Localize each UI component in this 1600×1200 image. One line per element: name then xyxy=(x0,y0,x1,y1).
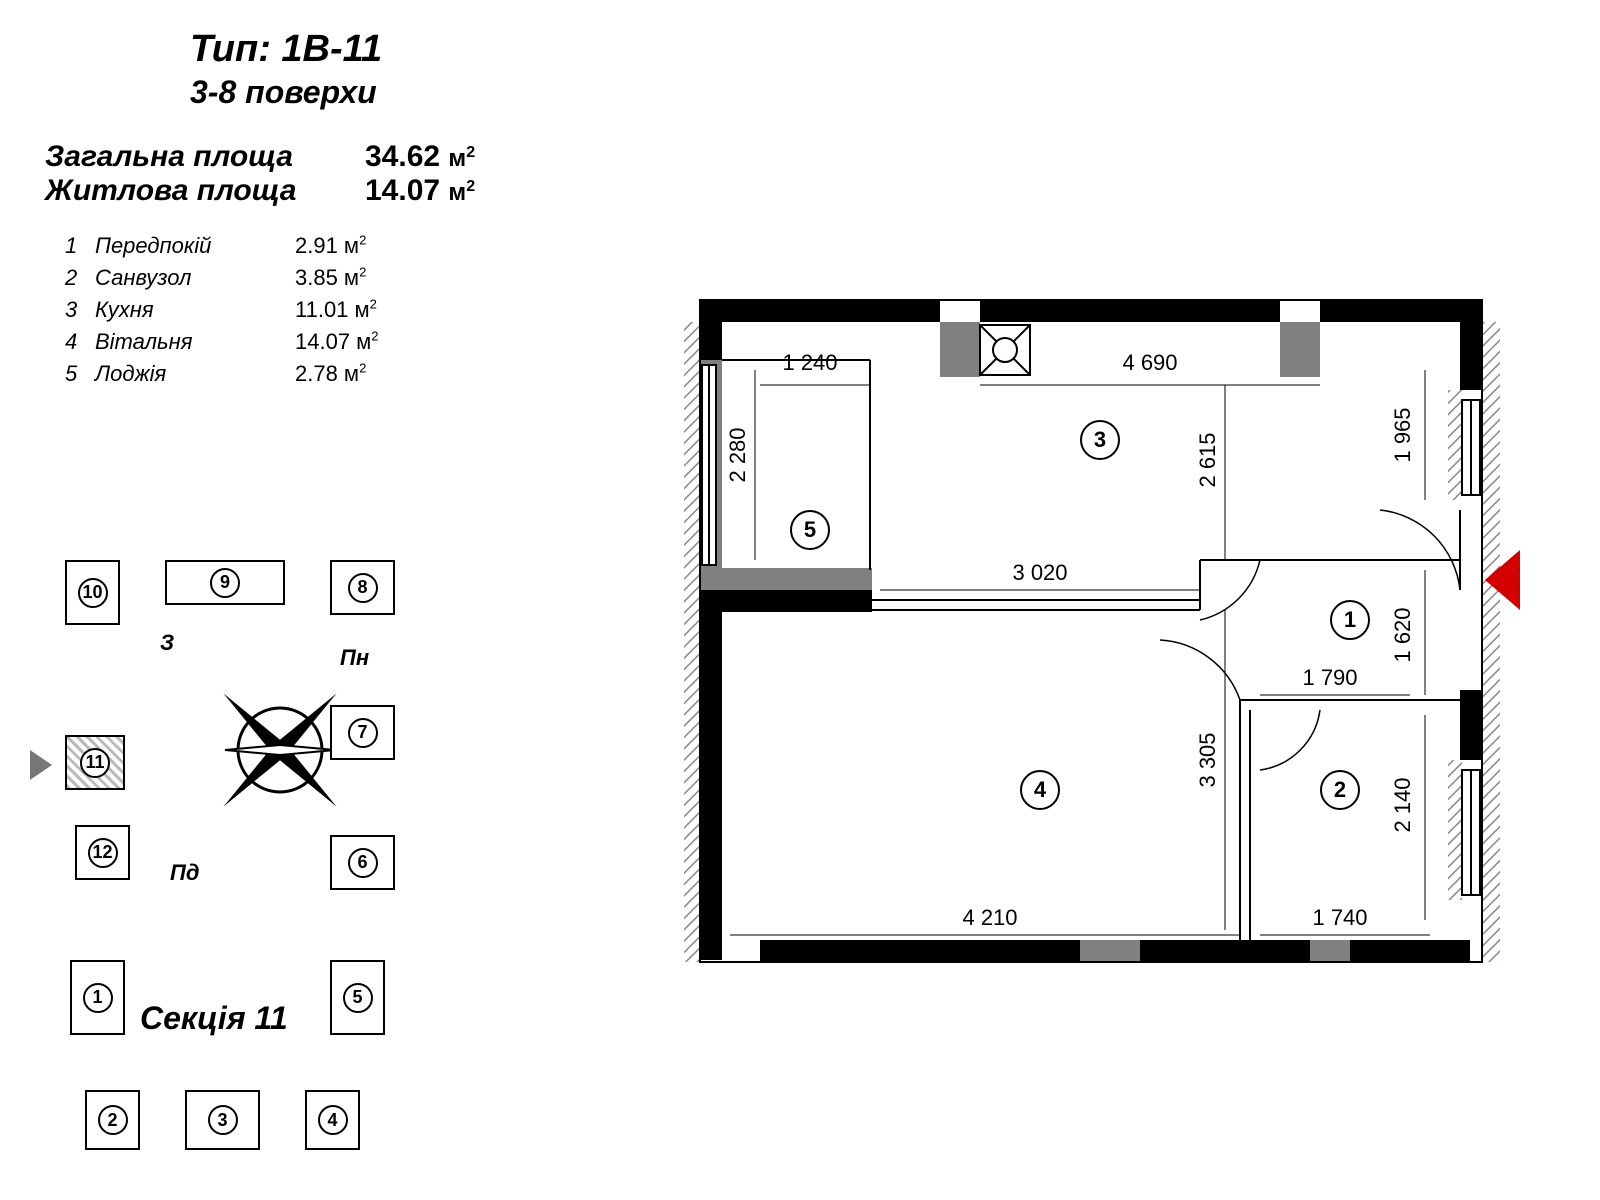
total-area-label: Загальна площа xyxy=(45,140,365,174)
room-index: 4 xyxy=(65,326,95,358)
section-unit-number: 10 xyxy=(78,578,108,608)
selected-unit-arrow-icon xyxy=(30,750,52,780)
room-marker: 3 xyxy=(1080,420,1120,460)
section-unit: 1 xyxy=(70,960,125,1035)
dimension-label: 4 210 xyxy=(962,905,1017,930)
dimension-label: 4 690 xyxy=(1122,350,1177,375)
compass-n: Пн xyxy=(340,645,369,671)
section-unit: 3 xyxy=(185,1090,260,1150)
room-row: 5Лоджія2.78 м2 xyxy=(65,358,395,390)
section-unit: 2 xyxy=(85,1090,140,1150)
type-title: Тип: 1В-11 xyxy=(190,28,382,71)
room-name: Вітальня xyxy=(95,326,295,358)
room-index: 2 xyxy=(65,262,95,294)
section-unit: 6 xyxy=(330,835,395,890)
room-index: 3 xyxy=(65,294,95,326)
section-unit: 4 xyxy=(305,1090,360,1150)
dimension-label: 3 020 xyxy=(1012,560,1067,585)
section-unit-number: 1 xyxy=(83,983,113,1013)
section-unit-number: 4 xyxy=(318,1105,348,1135)
dimension-label: 1 620 xyxy=(1390,607,1415,662)
room-area: 14.07 м2 xyxy=(295,326,395,358)
dimension-label: 1 965 xyxy=(1390,407,1415,462)
living-area-value: 14.07 xyxy=(365,174,440,207)
room-area: 3.85 м2 xyxy=(295,262,395,294)
section-unit-number: 6 xyxy=(348,848,378,878)
room-row: 3Кухня11.01 м2 xyxy=(65,294,395,326)
room-area: 2.78 м2 xyxy=(295,358,395,390)
section-unit: 11 xyxy=(65,735,125,790)
living-area-label: Житлова площа xyxy=(45,174,365,208)
section-unit-number: 9 xyxy=(210,568,240,598)
section-unit: 12 xyxy=(75,825,130,880)
room-row: 2Санвузол3.85 м2 xyxy=(65,262,395,294)
section-unit-number: 11 xyxy=(80,748,110,778)
area-summary: Загальна площа 34.62 м2 Житлова площа 14… xyxy=(45,140,545,208)
room-marker: 4 xyxy=(1020,770,1060,810)
section-unit-number: 7 xyxy=(348,718,378,748)
room-name: Передпокій xyxy=(95,230,295,262)
room-index: 5 xyxy=(65,358,95,390)
room-name: Кухня xyxy=(95,294,295,326)
floors-subtitle: 3-8 поверхи xyxy=(190,74,377,111)
room-name: Лоджія xyxy=(95,358,295,390)
page: Тип: 1В-11 3-8 поверхи Загальна площа 34… xyxy=(0,0,1600,1200)
section-unit-number: 12 xyxy=(88,838,118,868)
dimension-label: 2 140 xyxy=(1390,777,1415,832)
room-area: 11.01 м2 xyxy=(295,294,395,326)
section-unit: 7 xyxy=(330,705,395,760)
section-unit-number: 2 xyxy=(98,1105,128,1135)
dimension-label: 1 240 xyxy=(782,350,837,375)
section-map: З Пн Пд С 109811712615234 xyxy=(30,560,500,1160)
compass-s: Пд xyxy=(170,860,199,886)
section-unit-number: 8 xyxy=(348,573,378,603)
dimension-label: 1 790 xyxy=(1302,665,1357,690)
section-unit: 8 xyxy=(330,560,395,615)
section-title: Секція 11 xyxy=(140,1000,288,1037)
compass-w: З xyxy=(160,630,174,656)
room-marker: 5 xyxy=(790,510,830,550)
section-unit-number: 5 xyxy=(343,983,373,1013)
section-unit: 9 xyxy=(165,560,285,605)
room-marker: 1 xyxy=(1330,600,1370,640)
room-marker: 2 xyxy=(1320,770,1360,810)
total-area-value: 34.62 xyxy=(365,140,440,173)
room-area: 2.91 м2 xyxy=(295,230,395,262)
room-index: 1 xyxy=(65,230,95,262)
room-name: Санвузол xyxy=(95,262,295,294)
dimension-label: 3 305 xyxy=(1195,732,1220,787)
section-unit: 10 xyxy=(65,560,120,625)
room-row: 1Передпокій2.91 м2 xyxy=(65,230,395,262)
dimension-label: 1 740 xyxy=(1312,905,1367,930)
room-list: 1Передпокій2.91 м22Санвузол3.85 м23Кухня… xyxy=(65,230,395,389)
room-row: 4Вітальня14.07 м2 xyxy=(65,326,395,358)
dimension-label: 2 615 xyxy=(1195,432,1220,487)
section-unit-number: 3 xyxy=(208,1105,238,1135)
floor-plan: 1 240 4 690 2 280 2 615 1 965 3 020 1 790 1 620… xyxy=(640,260,1520,980)
section-unit: 5 xyxy=(330,960,385,1035)
dimension-label: 2 280 xyxy=(725,427,750,482)
